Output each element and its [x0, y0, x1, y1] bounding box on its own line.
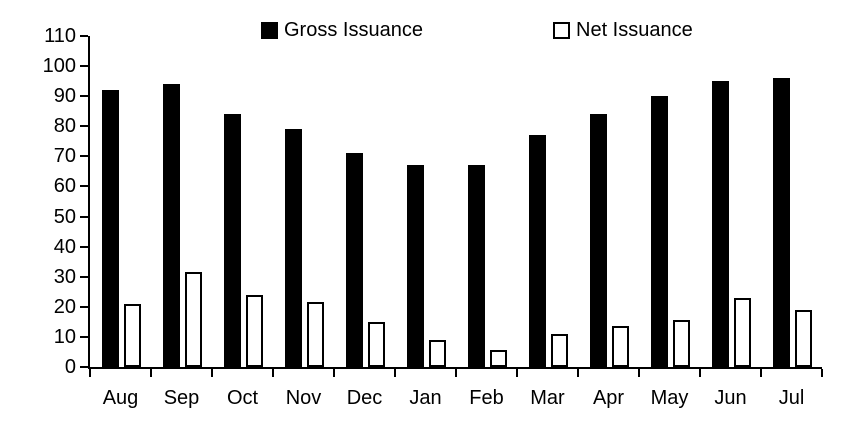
legend-item-gross: Gross Issuance — [261, 19, 423, 41]
gross-swatch-icon — [261, 21, 278, 39]
x-tick-mark — [516, 369, 518, 377]
y-tick-mark — [80, 275, 88, 278]
y-tick-mark — [80, 35, 88, 37]
x-category-label: Oct — [226, 387, 259, 409]
net-bar-jun — [734, 298, 751, 367]
x-category-label: Apr — [592, 387, 625, 409]
y-tick-label: 20 — [53, 295, 76, 318]
gross-bar-dec — [346, 153, 363, 367]
x-tick-mark — [89, 369, 91, 377]
y-tick-label: 110 — [44, 25, 76, 47]
net-swatch-icon — [553, 21, 570, 39]
y-tick-label: 50 — [53, 205, 76, 228]
y-tick-mark — [80, 305, 88, 308]
x-category-label: Mar — [530, 387, 565, 409]
y-tick-mark — [80, 335, 88, 338]
x-axis-line — [88, 367, 822, 369]
net-bar-oct — [246, 295, 263, 367]
y-tick-mark — [80, 366, 88, 368]
legend-label-net: Net Issuance — [576, 19, 693, 41]
y-tick-label: 100 — [42, 55, 76, 78]
x-category-label: Jun — [714, 387, 747, 409]
y-tick-mark — [80, 125, 88, 128]
x-category-label: May — [650, 387, 689, 409]
y-axis-line — [88, 36, 90, 369]
y-tick-label: 80 — [53, 115, 76, 138]
x-tick-mark — [333, 369, 335, 377]
gross-bar-jun — [712, 81, 729, 367]
gross-bar-oct — [224, 114, 241, 367]
y-tick-label: 30 — [53, 265, 76, 288]
net-bar-mar — [551, 334, 568, 367]
y-tick-mark — [80, 185, 88, 188]
net-bar-feb — [490, 350, 507, 367]
x-category-label: Jul — [778, 387, 805, 409]
x-tick-mark — [699, 369, 701, 377]
y-tick-label: 90 — [53, 85, 76, 108]
gross-bar-mar — [529, 135, 546, 367]
x-tick-mark — [272, 369, 274, 377]
net-bar-aug — [124, 304, 141, 367]
net-bar-dec — [368, 322, 385, 367]
y-tick-label: 60 — [53, 175, 76, 198]
x-tick-mark — [394, 369, 396, 377]
x-tick-mark — [821, 369, 823, 377]
gross-bar-jan — [407, 165, 424, 367]
legend-label-gross: Gross Issuance — [284, 19, 423, 41]
x-tick-mark — [577, 369, 579, 377]
gross-bar-nov — [285, 129, 302, 367]
legend-item-net: Net Issuance — [553, 19, 693, 41]
net-bar-jul — [795, 310, 812, 367]
gross-bar-feb — [468, 165, 485, 367]
net-bar-sep — [185, 272, 202, 367]
x-category-label: Sep — [163, 387, 200, 409]
y-tick-mark — [80, 65, 88, 68]
y-tick-mark — [80, 215, 88, 218]
x-tick-mark — [638, 369, 640, 377]
x-tick-mark — [211, 369, 213, 377]
gross-bar-may — [651, 96, 668, 367]
y-tick-label: 10 — [53, 325, 76, 348]
y-tick-label: 40 — [53, 235, 76, 258]
x-category-label: Aug — [102, 387, 139, 409]
x-category-label: Jan — [409, 387, 442, 409]
gross-bar-apr — [590, 114, 607, 367]
x-tick-mark — [760, 369, 762, 377]
x-tick-mark — [150, 369, 152, 377]
net-bar-may — [673, 320, 690, 367]
net-bar-jan — [429, 340, 446, 367]
net-bar-nov — [307, 302, 324, 367]
gross-bar-aug — [102, 90, 119, 367]
gross-bar-sep — [163, 84, 180, 367]
net-bar-apr — [612, 326, 629, 367]
x-tick-mark — [455, 369, 457, 377]
y-tick-mark — [80, 95, 88, 98]
y-tick-mark — [80, 155, 88, 158]
y-tick-mark — [80, 245, 88, 248]
x-category-label: Dec — [346, 387, 383, 409]
x-category-label: Feb — [469, 387, 504, 409]
gross-bar-jul — [773, 78, 790, 367]
y-tick-label: 70 — [53, 145, 76, 168]
x-category-label: Nov — [285, 387, 322, 409]
y-tick-label: 0 — [64, 356, 76, 378]
